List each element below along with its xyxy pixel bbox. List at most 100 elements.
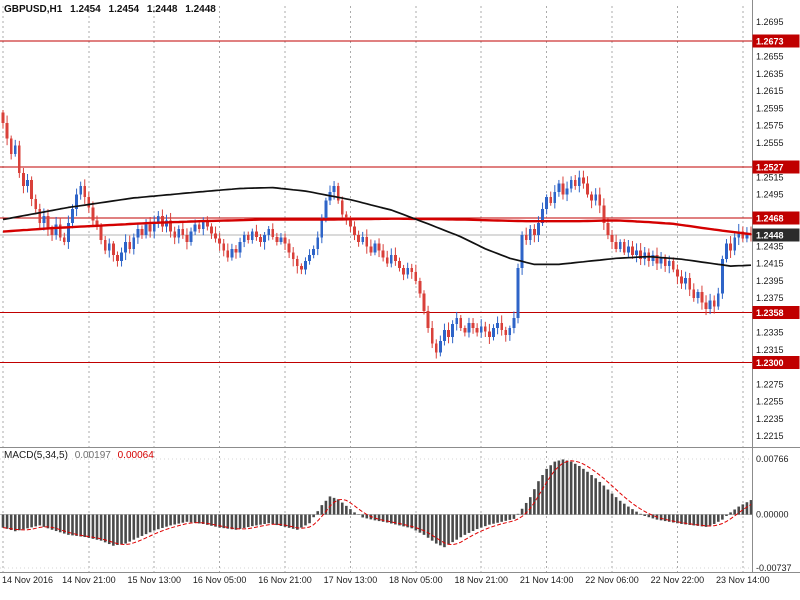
x-axis-date-label: 15 Nov 13:00	[127, 575, 181, 585]
x-axis-date-label: 14 Nov 2016	[2, 575, 53, 585]
candle-body-down	[463, 328, 467, 333]
candle-body-down	[91, 207, 95, 221]
candle-body-down	[353, 226, 356, 236]
candle-body-down	[602, 205, 606, 223]
candle-body-down	[87, 197, 91, 208]
candle-body-up	[541, 209, 544, 223]
price-tick-label: 1.2215	[756, 431, 784, 441]
candle-body-up	[316, 237, 320, 249]
candle-body-down	[1, 112, 5, 123]
candle-body-up	[120, 252, 123, 261]
candle-body-up	[492, 328, 495, 337]
candle-body-up	[406, 267, 410, 275]
candle-body-down	[549, 197, 553, 204]
candle-body-up	[250, 231, 254, 241]
candle-body-down	[434, 343, 438, 353]
candle-body-down	[99, 226, 103, 241]
candle-body-up	[443, 329, 446, 342]
candle-body-down	[692, 289, 696, 298]
candle-body-down	[700, 291, 704, 303]
price-tick-label: 1.2575	[756, 121, 784, 131]
price-tick-label: 1.2695	[756, 17, 784, 27]
price-tick-label: 1.2515	[756, 172, 784, 182]
price-tick-label: 1.2635	[756, 69, 784, 79]
candle-body-down	[622, 241, 626, 253]
candle-body-up	[696, 291, 700, 298]
candle-body-down	[246, 235, 250, 241]
candle-body-down	[46, 216, 50, 229]
candle-body-up	[71, 209, 74, 223]
candle-body-up	[324, 200, 328, 218]
candle-body-up	[545, 197, 549, 210]
ohlc-close: 1.2448	[185, 4, 216, 15]
candle-body-up	[389, 254, 393, 264]
candle-body-down	[385, 257, 389, 264]
candle-body-down	[393, 254, 397, 261]
ohlc-high: 1.2454	[108, 4, 140, 15]
candle-body-down	[573, 179, 577, 186]
current-price-tag	[752, 228, 800, 242]
candle-body-down	[475, 328, 479, 333]
candle-body-up	[569, 179, 573, 189]
candle-body-down	[365, 236, 369, 247]
candle-body-down	[22, 172, 25, 186]
candle-body-down	[34, 198, 38, 210]
candle-body-down	[410, 267, 414, 273]
candle-body-down	[58, 224, 62, 238]
candle-body-up	[651, 254, 655, 261]
candle-body-down	[741, 231, 745, 239]
candle-body-down	[210, 226, 213, 234]
candle-body-down	[111, 243, 115, 255]
price-tick-label: 1.2335	[756, 328, 784, 338]
candle-body-up	[455, 317, 459, 324]
candle-body-up	[152, 222, 156, 232]
candle-body-down	[205, 220, 209, 227]
candle-body-down	[532, 229, 536, 236]
candle-body-up	[230, 248, 234, 258]
x-axis-date-label: 22 Nov 22:00	[651, 575, 705, 585]
candle-body-down	[299, 266, 303, 270]
candle-body-up	[144, 224, 148, 236]
candle-body-down	[226, 250, 230, 258]
current-price-tag-label: 1.2448	[756, 231, 784, 241]
symbol-timeframe-label: GBPUSD,H1	[4, 4, 63, 15]
candle-body-up	[136, 229, 140, 238]
candle-body-up	[373, 243, 377, 253]
candle-body-up	[557, 183, 561, 192]
candle-body-down	[422, 293, 426, 311]
candle-body-up	[725, 243, 728, 260]
candle-body-up	[479, 326, 483, 333]
candle-body-up	[467, 323, 471, 333]
candle-body-down	[414, 272, 418, 281]
candle-body-down	[128, 241, 132, 249]
candle-body-down	[169, 220, 172, 232]
candle-body-up	[312, 248, 316, 255]
candle-body-down	[402, 267, 405, 275]
candle-body-up	[635, 250, 638, 255]
candle-body-down	[275, 236, 279, 242]
candle-body-up	[66, 222, 70, 242]
candle-body-up	[737, 231, 741, 238]
price-tick-label: 1.2555	[756, 138, 784, 148]
price-tick-label: 1.2315	[756, 345, 784, 355]
candle-body-down	[504, 329, 508, 336]
x-axis-date-label: 17 Nov 13:00	[324, 575, 378, 585]
candle-body-up	[13, 145, 17, 154]
candle-body-down	[30, 179, 34, 199]
candle-body-up	[107, 243, 111, 251]
candle-body-up	[733, 237, 737, 251]
candle-body-up	[193, 224, 197, 232]
candle-body-down	[283, 237, 287, 244]
candle-body-up	[520, 235, 524, 268]
price-level-tag	[752, 356, 800, 370]
candle-body-down	[17, 145, 21, 173]
candle-body-down	[704, 302, 708, 310]
candle-body-up	[156, 216, 160, 223]
candle-body-up	[238, 241, 242, 253]
x-axis-date-label: 18 Nov 21:00	[454, 575, 508, 585]
candle-body-up	[263, 235, 266, 242]
candle-body-down	[639, 250, 643, 260]
candle-body-up	[512, 317, 516, 329]
candle-body-up	[553, 191, 557, 204]
